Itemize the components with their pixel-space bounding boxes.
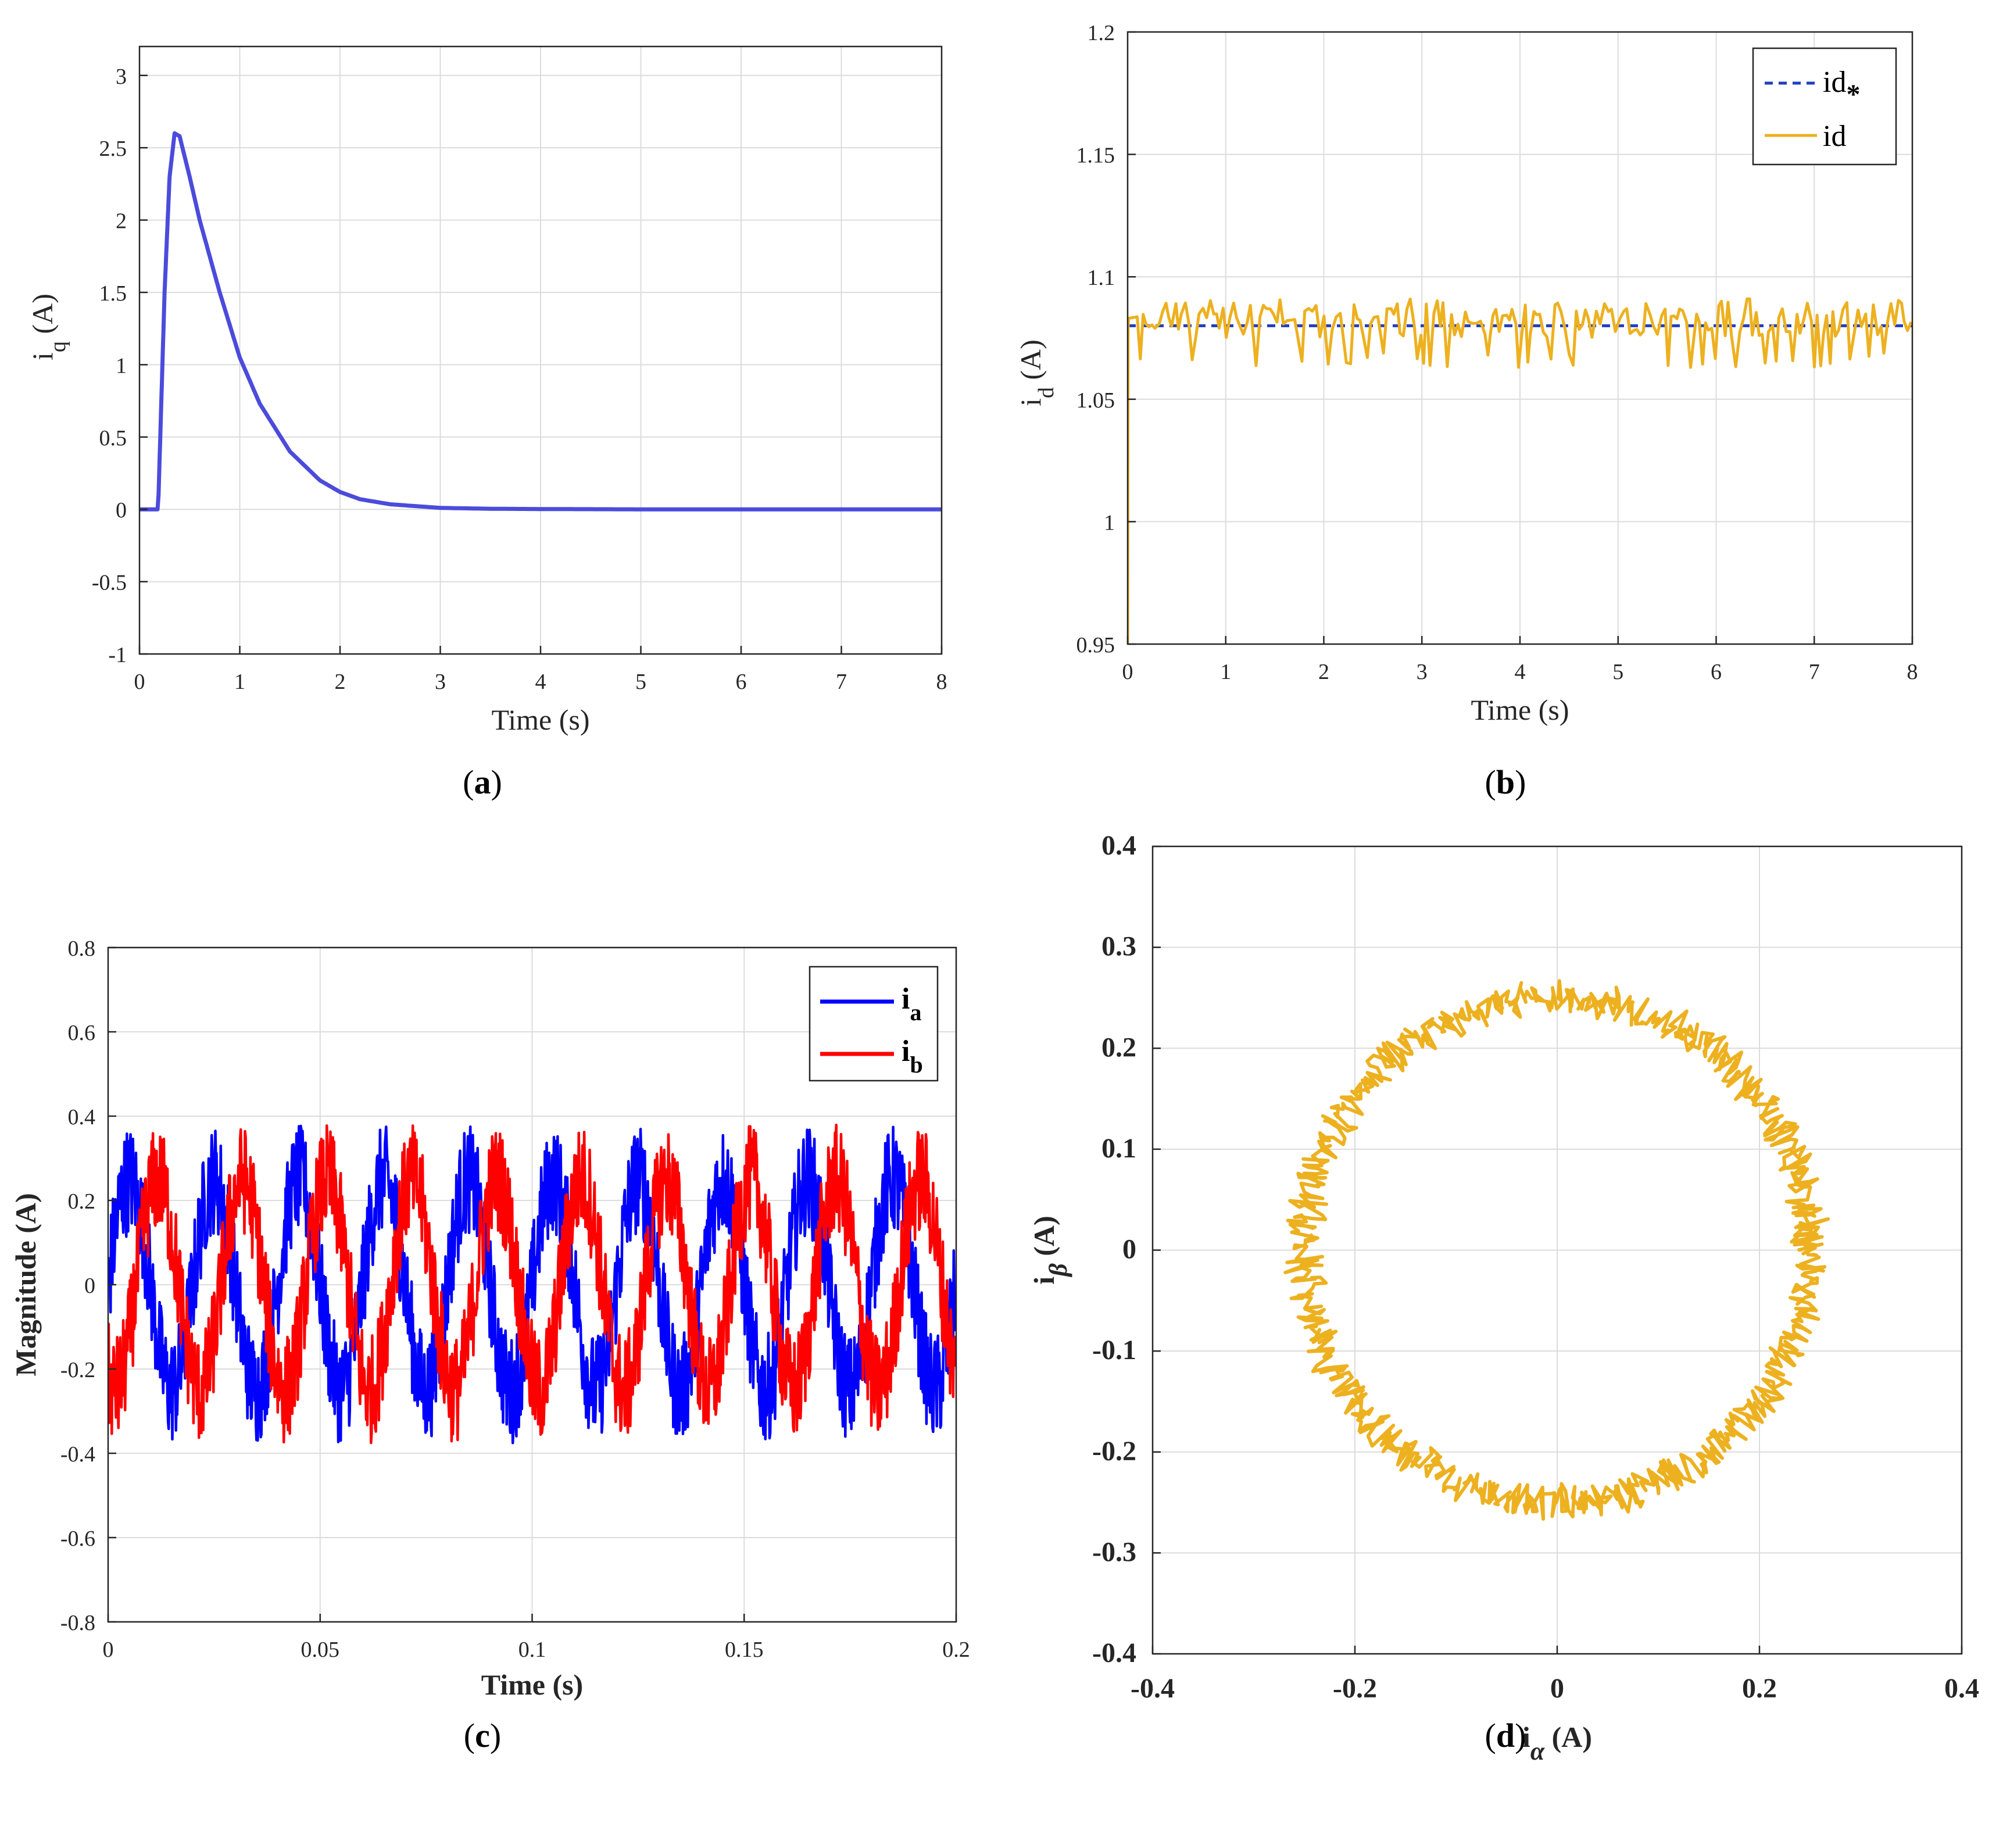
x-tick-label: 4 (535, 670, 546, 694)
x-tick-label: 0 (103, 1638, 114, 1662)
y-tick-label: -0.8 (60, 1611, 95, 1635)
y-tick-label: 0.4 (68, 1105, 96, 1129)
x-tick-label: -0.4 (1131, 1673, 1175, 1704)
panel-caption: (d) (1485, 1717, 1526, 1754)
y-tick-label: 0.5 (99, 426, 127, 451)
legend-box (809, 966, 939, 1082)
alpha-beta-trajectory (1283, 979, 1830, 1521)
legend-label-ib: ib (902, 1035, 923, 1078)
x-tick-label: 7 (1809, 660, 1820, 684)
y-tick-label: -0.6 (60, 1527, 95, 1551)
panel-d-alpha-beta-plot: -0.4 -0.2 0 0.2 0.4 -0.4 -0.3 -0.2 -0.1 0 0.1 0.2 0.… (1028, 830, 1979, 1765)
y-tick-label: 1.1 (1088, 266, 1115, 290)
x-tick-label: 1 (1220, 660, 1231, 684)
x-tick-label: 5 (1612, 660, 1623, 684)
y-tick-label: 2.5 (99, 137, 127, 161)
y-axis-label: iβ (A) (1028, 1216, 1072, 1284)
plot-area (140, 131, 942, 512)
x-axis-label: Time (s) (481, 1668, 583, 1701)
x-tick-label: 2 (1318, 660, 1329, 684)
legend-box (1752, 47, 1897, 166)
y-tick-label: 0 (1122, 1234, 1136, 1265)
x-tick-label: 0 (1122, 660, 1133, 684)
x-tick-label: 0.15 (725, 1638, 764, 1662)
legend-label-id-actual: id (1823, 120, 1846, 153)
y-axis-label: iq (A) (26, 294, 70, 360)
x-tick-label: 0.4 (1944, 1673, 1979, 1704)
y-tick-label: 1.05 (1076, 388, 1115, 413)
id-actual-line (1128, 297, 1912, 644)
x-tick-label: 8 (936, 670, 947, 694)
x-tick-label: -0.2 (1333, 1673, 1377, 1704)
y-tick-label: -0.2 (60, 1358, 95, 1382)
x-tick-label: 0.2 (1742, 1673, 1777, 1704)
y-tick-label: 0.6 (68, 1021, 96, 1045)
panel-caption: (a) (463, 763, 502, 801)
plot-area (1283, 979, 1830, 1521)
y-tick-label: 0 (84, 1274, 95, 1298)
ia-series-line (108, 1124, 956, 1445)
ib-series-line (108, 1123, 956, 1445)
y-tick-label: 0.4 (1101, 830, 1136, 861)
y-tick-label: 3 (116, 65, 127, 89)
y-tick-label: -0.5 (92, 571, 127, 595)
y-tick-label: 0.8 (68, 936, 96, 961)
y-tick-label: 1 (116, 353, 127, 378)
panel-b-id-plot: 0 1 2 3 4 5 6 7 8 0.95 1 1.05 1.1 1.15 1.2 (b) id (A) Tim… (1014, 21, 1918, 801)
x-tick-label: 8 (1907, 660, 1918, 684)
y-axis-label: id (A) (1014, 339, 1058, 406)
y-tick-label: 2 (116, 209, 127, 234)
y-tick-label: 0 (116, 498, 127, 523)
legend: id* id (1752, 47, 1897, 166)
legend: ia ib (809, 966, 939, 1082)
x-tick-label: 0 (1550, 1673, 1564, 1704)
y-tick-label: 0.2 (68, 1189, 96, 1214)
y-axis-label: Magnitude (A) (9, 1193, 42, 1376)
x-axis-label: Time (s) (1471, 694, 1569, 726)
y-tick-label: -0.3 (1092, 1536, 1136, 1567)
y-tick-label: 0.3 (1101, 931, 1136, 962)
panel-caption: (c) (464, 1717, 501, 1754)
y-tick-label: -0.4 (1092, 1638, 1136, 1668)
x-axis-label: Time (s) (491, 703, 589, 736)
legend-label-id-reference: id* (1823, 66, 1860, 110)
y-tick-label: -0.1 (1092, 1335, 1136, 1366)
x-tick-label: 6 (736, 670, 747, 694)
plot-area (108, 1123, 956, 1445)
x-axis-label: iα (A) (1522, 1721, 1592, 1765)
x-tick-label: 5 (635, 670, 646, 694)
y-tick-label: 1 (1104, 510, 1115, 535)
y-tick-label: -1 (108, 643, 127, 667)
y-tick-label: 1.15 (1076, 144, 1115, 168)
x-tick-label: 6 (1711, 660, 1722, 684)
y-tick-label: 1.2 (1088, 21, 1115, 45)
x-tick-label: 4 (1515, 660, 1526, 684)
x-tick-label: 2 (335, 670, 346, 694)
panel-caption: (b) (1485, 763, 1526, 801)
iq-series-line (140, 131, 942, 512)
x-tick-label: 7 (836, 670, 847, 694)
y-tick-label: 0.2 (1101, 1032, 1136, 1063)
x-tick-label: 3 (1417, 660, 1428, 684)
plot-area (1128, 297, 1912, 644)
y-tick-label: 1.5 (99, 281, 127, 306)
y-tick-label: -0.4 (60, 1442, 95, 1467)
x-tick-label: 1 (234, 670, 245, 694)
x-tick-label: 0.05 (301, 1638, 340, 1662)
y-tick-label: 0.1 (1101, 1133, 1136, 1164)
x-tick-label: 0.2 (942, 1638, 970, 1662)
x-tick-label: 0 (134, 670, 145, 694)
x-tick-label: 3 (435, 670, 446, 694)
y-tick-label: 0.95 (1076, 633, 1115, 657)
legend-label-ia: ia (902, 982, 921, 1025)
x-tick-label: 0.1 (518, 1638, 546, 1662)
y-tick-label: -0.2 (1092, 1436, 1136, 1467)
panel-a-iq-plot: 0 1 2 3 4 5 6 7 8 -1 -0.5 0 0.5 1 1.5 2 2.5 3 (a) iq (A) Tim… (26, 45, 947, 801)
panel-c-phase-currents-plot: 0 0.05 0.1 0.15 0.2 -0.8 -0.6 -0.4 -0.2 0 0.2 0.4 0.… (9, 936, 970, 1754)
